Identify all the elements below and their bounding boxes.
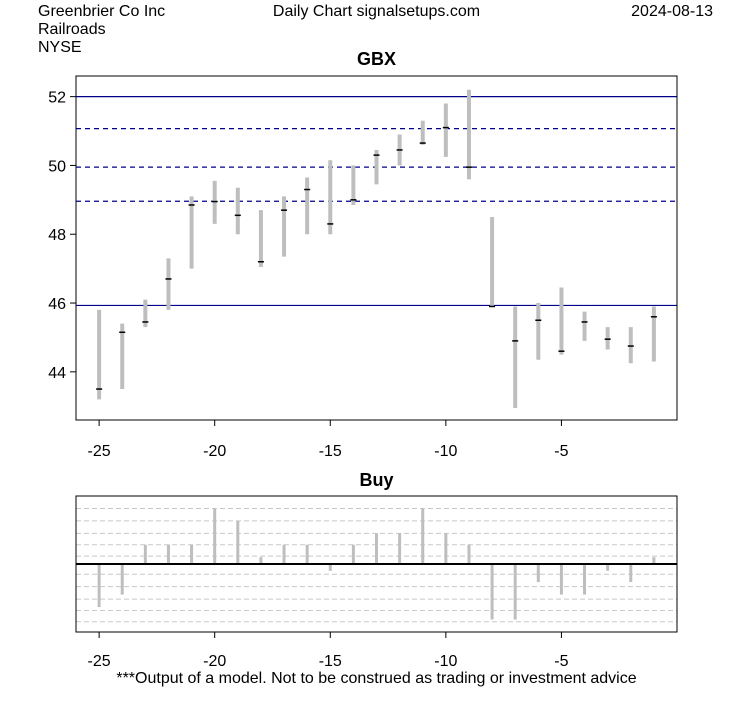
company-name: Greenbrier Co Inc	[38, 3, 166, 20]
buy-x-tick-label-1: -20	[203, 653, 226, 670]
buy-x-tick-label-2: -15	[319, 653, 342, 670]
price-y-tick-label-4: 52	[48, 90, 66, 107]
buy-plot-frame	[75, 495, 678, 633]
buy-x-tick-label-4: -5	[554, 653, 568, 670]
price-y-tick-label-0: 44	[48, 365, 66, 382]
chart-source: Daily Chart signalsetups.com	[272, 3, 481, 20]
price-x-tick-label-4: -5	[554, 443, 568, 460]
price-y-tick-label-3: 50	[48, 158, 66, 175]
buy-x-tick-label-0: -25	[88, 653, 111, 670]
buy-panel: Buy -25 -20 -15 -10 -5	[75, 470, 678, 670]
price-plot-frame	[75, 75, 678, 421]
exchange-label: NYSE	[38, 39, 82, 56]
price-chart-title: GBX	[357, 49, 396, 69]
price-x-tick-label-2: -15	[319, 443, 342, 460]
buy-x-tick-label-3: -10	[434, 653, 457, 670]
price-x-tick-label-0: -25	[88, 443, 111, 460]
price-x-tick-label-1: -20	[203, 443, 226, 460]
price-y-tick-label-2: 48	[48, 227, 66, 244]
price-panel: GBX 44 46 48 50 52 -25 -20 -15 -10 -5	[48, 49, 678, 460]
price-y-tick-label-1: 46	[48, 296, 66, 313]
disclaimer: ***Output of a model. Not to be construe…	[116, 670, 637, 687]
buy-chart-title: Buy	[359, 470, 393, 490]
price-x-tick-label-3: -10	[434, 443, 457, 460]
chart-date: 2024-08-13	[631, 3, 713, 20]
industry-label: Railroads	[38, 21, 106, 38]
